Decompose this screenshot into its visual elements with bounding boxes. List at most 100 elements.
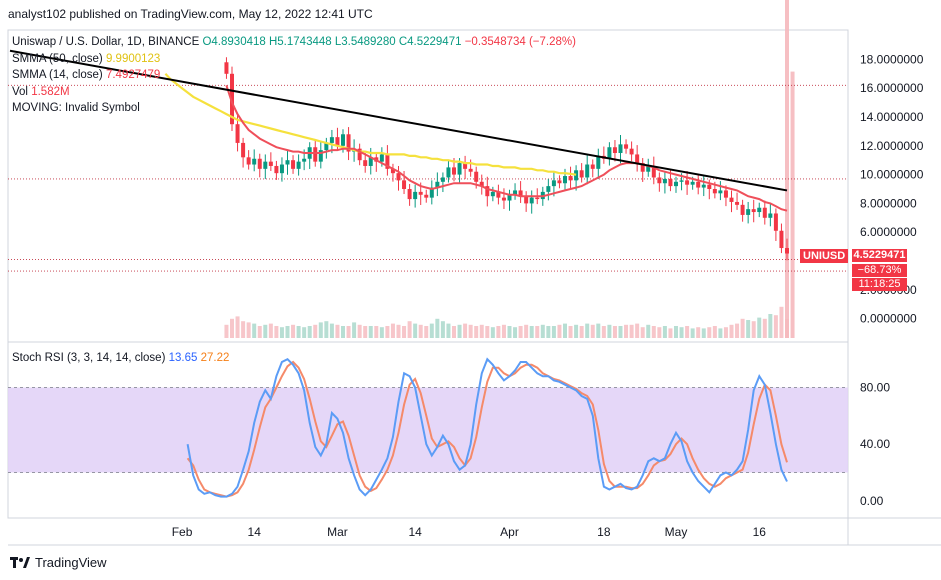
- footer-brand-text: TradingView: [35, 555, 107, 570]
- candle-body: [363, 160, 368, 166]
- candle-body: [751, 209, 756, 213]
- stoch-label: Stoch RSI (3, 3, 14, 14, close): [12, 352, 166, 364]
- candle-body: [513, 190, 518, 195]
- volume-bar: [651, 326, 656, 338]
- stoch-tick-label: 0.00: [860, 494, 884, 508]
- sma50-label: SMMA (50, close): [12, 53, 103, 65]
- candle-body: [379, 154, 384, 162]
- candle-body: [291, 160, 296, 169]
- volume-bar: [551, 326, 556, 338]
- volume-bar: [518, 326, 523, 338]
- time-tick-label: 16: [753, 525, 767, 539]
- candle-body: [546, 186, 551, 192]
- volume-bar: [252, 323, 257, 338]
- candle-body: [446, 167, 451, 178]
- candle-body: [551, 180, 556, 187]
- volume-bar: [235, 316, 240, 338]
- candle-body: [646, 165, 651, 172]
- candle-body: [396, 173, 401, 181]
- volume-bar: [352, 322, 357, 338]
- volume-bar: [452, 326, 456, 338]
- candle-body: [657, 177, 662, 184]
- volume-bar: [574, 324, 579, 338]
- candle-body: [479, 181, 484, 187]
- volume-bar: [596, 323, 601, 338]
- candle-body: [485, 186, 490, 197]
- candle-body: [712, 189, 717, 194]
- candle-body: [235, 124, 240, 143]
- countdown-tag: 11:18:25: [852, 278, 907, 291]
- volume-bar: [385, 326, 390, 338]
- tradingview-logo-icon: [10, 556, 30, 568]
- volume-bar: [418, 324, 423, 338]
- volume-bar: [291, 324, 296, 338]
- candles: [224, 57, 789, 261]
- time-tick-label: Apr: [500, 525, 519, 539]
- volume-bar: [424, 326, 429, 338]
- volume-bar: [346, 326, 351, 338]
- candle-body: [723, 190, 728, 198]
- volume-bar: [474, 326, 479, 338]
- candle-body: [596, 155, 601, 169]
- candle-body: [279, 164, 284, 174]
- candle-body: [463, 163, 468, 169]
- legend-open: O4.8930418: [202, 36, 266, 48]
- candle-body: [579, 170, 584, 178]
- volume-bar: [257, 326, 262, 338]
- stoch-d-line: [186, 360, 788, 498]
- time-tick-label: 14: [248, 525, 262, 539]
- candle-body: [757, 207, 762, 213]
- volume-bar: [507, 326, 512, 338]
- volume-bar: [785, 0, 789, 338]
- candle-body: [302, 158, 307, 162]
- volume-bar: [230, 318, 234, 338]
- volume-bar: [751, 321, 756, 338]
- candle-body: [452, 167, 456, 175]
- candle-body: [690, 181, 695, 185]
- legend-close: C4.5229471: [398, 36, 462, 48]
- vol-label: Vol: [12, 86, 28, 98]
- volume-bar: [762, 318, 767, 338]
- candle-body: [318, 150, 323, 162]
- candle-body: [535, 197, 540, 200]
- volume-bar: [263, 324, 268, 338]
- volume-bar: [274, 326, 279, 338]
- volume-bar: [357, 324, 362, 338]
- volume-bar: [296, 326, 301, 338]
- candle-body: [629, 148, 634, 155]
- price-tick-label: 12.0000000: [860, 139, 924, 153]
- candle-body: [718, 190, 723, 194]
- volume-bar: [324, 321, 329, 338]
- candle-body: [768, 213, 773, 218]
- footer-brand[interactable]: TradingView: [10, 555, 107, 570]
- candle-body: [773, 213, 778, 231]
- smma14-line: [225, 84, 788, 212]
- volume-bar: [790, 71, 795, 338]
- candle-body: [746, 209, 751, 215]
- legend-low: L3.5489280: [334, 36, 396, 48]
- candle-body: [241, 142, 246, 158]
- candle-body: [357, 148, 362, 161]
- candle-body: [468, 168, 473, 172]
- volume-bar: [335, 324, 340, 338]
- volume-bar: [302, 327, 307, 338]
- stoch-d-value: 27.22: [200, 352, 230, 364]
- volume-bars: [224, 0, 795, 338]
- volume-bar: [601, 326, 606, 338]
- vol-value: 1.582M: [31, 86, 70, 98]
- candle-body: [341, 134, 345, 146]
- volume-bar: [768, 314, 773, 338]
- candle-body: [785, 248, 789, 254]
- candle-body: [474, 171, 479, 182]
- price-axis: 0.00000002.00000006.00000008.000000010.0…: [860, 52, 924, 325]
- price-tick-label: 14.0000000: [860, 110, 924, 124]
- volume-bar: [307, 326, 312, 338]
- volume-bar: [723, 327, 728, 338]
- volume-bar: [635, 323, 640, 338]
- sma14-legend: SMMA (14, close) 7.4927479: [12, 69, 160, 81]
- candle-body: [568, 176, 573, 181]
- volume-bar: [457, 324, 462, 338]
- volume-bar: [662, 326, 667, 338]
- volume-bar: [657, 327, 662, 338]
